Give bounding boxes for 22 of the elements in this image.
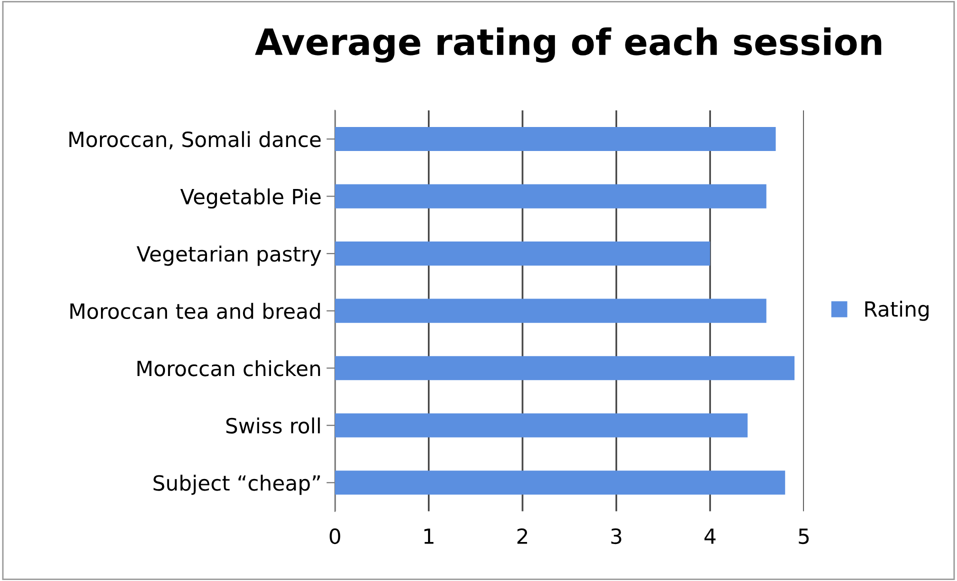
y-tick-label: Moroccan chicken — [138, 360, 320, 376]
bar — [334, 470, 786, 495]
bar — [334, 127, 776, 152]
y-tick-label: Vegetarian pastry — [136, 246, 322, 266]
bar — [334, 184, 766, 208]
y-tick-label: Swiss roll — [226, 417, 320, 434]
x-tick-label: 4 — [704, 528, 716, 544]
bar — [334, 298, 766, 323]
x-tick-label: 3 — [611, 528, 622, 544]
bar — [334, 413, 748, 438]
y-tick-label: Moroccan, Somali dance — [69, 131, 321, 150]
x-tick-label: 5 — [798, 528, 809, 544]
y-tick-label: Vegetable Pie — [180, 188, 321, 209]
bar — [334, 242, 710, 266]
chart-title: Average rating of each session — [254, 27, 882, 63]
x-tick-label: 2 — [517, 528, 528, 544]
legend-label: Rating — [865, 300, 929, 321]
x-tick-label: 1 — [424, 528, 434, 544]
bar — [334, 356, 794, 380]
y-tick-label: Subject “cheap” — [154, 474, 320, 495]
y-tick-label: Moroccan tea and bread — [70, 302, 320, 320]
x-tick-label: 0 — [330, 528, 340, 544]
